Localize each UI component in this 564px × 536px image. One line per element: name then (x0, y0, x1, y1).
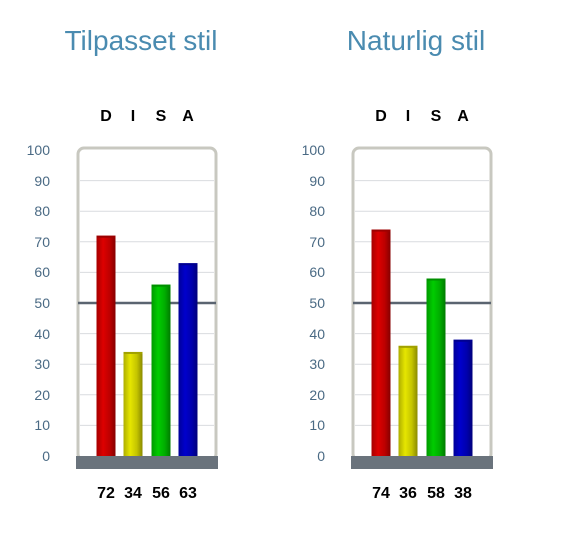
value-label-i: 36 (399, 485, 417, 502)
bar-i (123, 351, 143, 456)
y-tick-label: 0 (42, 448, 50, 464)
category-label-s: S (430, 108, 442, 125)
y-tick-label: 100 (26, 142, 50, 158)
chart-title: Naturlig stil (346, 25, 486, 56)
value-label-s: 58 (427, 485, 445, 502)
y-tick-label: 0 (317, 448, 325, 464)
bar-top-a (178, 263, 198, 266)
y-tick-label: 60 (34, 264, 50, 281)
y-tick-label: 60 (309, 264, 325, 281)
bar-i (398, 345, 418, 456)
value-label-s: 56 (152, 485, 170, 502)
category-label-i: I (130, 108, 136, 125)
bar-d (96, 235, 116, 456)
value-label-i: 34 (124, 485, 142, 502)
value-label-d: 72 (97, 485, 115, 502)
plot-area (351, 146, 493, 469)
value-label-a: 63 (179, 485, 197, 502)
y-tick-label: 20 (309, 386, 325, 403)
y-tick-label: 100 (301, 142, 325, 158)
category-label-a: A (182, 108, 194, 125)
chart-tilpasset-stil: Tilpasset stil D I S A 100 90 80 70 60 5… (26, 25, 218, 502)
y-tick-label: 20 (34, 386, 50, 403)
y-tick-label: 30 (34, 356, 50, 373)
y-tick-label: 10 (34, 417, 50, 434)
bar-top-a (453, 339, 473, 342)
y-tick-label: 10 (309, 417, 325, 434)
category-label-i: I (405, 108, 411, 125)
category-label-a: A (457, 108, 469, 125)
y-tick-label: 80 (34, 203, 50, 220)
bar-top-d (371, 229, 391, 232)
bar-a (453, 339, 473, 456)
y-tick-label: 70 (309, 233, 325, 250)
y-tick-label: 40 (34, 325, 50, 342)
value-label-a: 38 (454, 485, 472, 502)
y-tick-label: 90 (34, 172, 50, 189)
y-tick-label: 30 (309, 356, 325, 373)
bar-top-i (123, 351, 143, 354)
category-label-d: D (100, 108, 112, 125)
bar-top-s (426, 278, 446, 281)
y-tick-label: 70 (34, 233, 50, 250)
bar-a (178, 263, 198, 456)
bar-top-s (151, 284, 171, 287)
y-tick-label: 40 (309, 325, 325, 342)
y-tick-label: 50 (309, 295, 325, 311)
y-tick-label: 90 (309, 172, 325, 189)
y-tick-label: 50 (34, 295, 50, 311)
chart-title: Tilpasset stil (64, 25, 218, 56)
value-label-d: 74 (372, 485, 390, 502)
plot-area (76, 146, 218, 469)
bar-s (151, 284, 171, 456)
y-tick-label: 80 (309, 203, 325, 220)
chart-base (76, 456, 218, 469)
category-label-d: D (375, 108, 387, 125)
bar-s (426, 278, 446, 456)
bar-top-d (96, 235, 116, 238)
chart-base (351, 456, 493, 469)
category-label-s: S (155, 108, 167, 125)
bar-top-i (398, 345, 418, 348)
chart-naturlig-stil: Naturlig stil D I S A 100 90 80 70 60 50… (275, 0, 557, 536)
bar-d (371, 229, 391, 456)
